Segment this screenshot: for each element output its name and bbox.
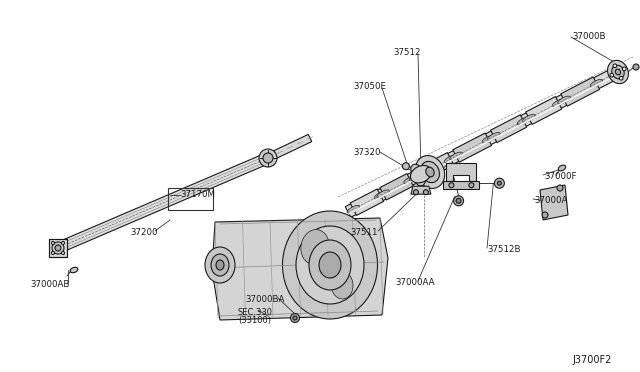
Circle shape xyxy=(413,190,419,195)
Circle shape xyxy=(51,241,54,244)
Polygon shape xyxy=(412,153,454,183)
Text: 37000BA: 37000BA xyxy=(245,295,284,304)
Text: 37000B: 37000B xyxy=(572,32,605,41)
Text: 37200: 37200 xyxy=(130,228,157,237)
Circle shape xyxy=(497,181,501,185)
Circle shape xyxy=(259,149,277,167)
Ellipse shape xyxy=(70,267,78,273)
Ellipse shape xyxy=(557,96,570,104)
Ellipse shape xyxy=(377,190,389,198)
Ellipse shape xyxy=(411,164,421,176)
Circle shape xyxy=(456,198,461,203)
Ellipse shape xyxy=(331,271,353,299)
Polygon shape xyxy=(452,133,492,162)
Ellipse shape xyxy=(552,99,565,107)
Text: SEC.330: SEC.330 xyxy=(238,308,273,317)
Ellipse shape xyxy=(444,155,457,163)
Polygon shape xyxy=(380,174,413,200)
Text: 37170M: 37170M xyxy=(180,190,215,199)
Ellipse shape xyxy=(420,161,440,183)
Polygon shape xyxy=(212,218,388,320)
Text: 37511: 37511 xyxy=(350,228,378,237)
Circle shape xyxy=(623,67,626,71)
Ellipse shape xyxy=(450,152,462,160)
Text: 37000F: 37000F xyxy=(544,172,577,181)
Circle shape xyxy=(542,212,548,218)
Ellipse shape xyxy=(404,176,417,184)
Text: 37050E: 37050E xyxy=(353,82,386,91)
Ellipse shape xyxy=(612,65,624,79)
Ellipse shape xyxy=(309,240,351,290)
Circle shape xyxy=(449,183,454,188)
Circle shape xyxy=(633,64,639,70)
Ellipse shape xyxy=(523,114,535,122)
Polygon shape xyxy=(49,239,67,257)
Polygon shape xyxy=(444,181,479,189)
Ellipse shape xyxy=(426,167,434,177)
Circle shape xyxy=(613,64,616,68)
Ellipse shape xyxy=(488,132,500,140)
Text: (33100): (33100) xyxy=(238,316,271,325)
Ellipse shape xyxy=(415,174,425,186)
Text: J3700F2: J3700F2 xyxy=(572,355,611,365)
Ellipse shape xyxy=(282,211,378,319)
Ellipse shape xyxy=(415,155,445,189)
Circle shape xyxy=(61,251,65,254)
Ellipse shape xyxy=(616,69,621,75)
Ellipse shape xyxy=(216,260,224,270)
Ellipse shape xyxy=(558,165,566,171)
Ellipse shape xyxy=(319,252,341,278)
Circle shape xyxy=(494,178,504,188)
Polygon shape xyxy=(56,153,270,253)
Polygon shape xyxy=(540,185,568,220)
Ellipse shape xyxy=(409,173,422,181)
Circle shape xyxy=(454,196,463,206)
Polygon shape xyxy=(446,163,476,181)
Circle shape xyxy=(403,163,410,170)
Circle shape xyxy=(52,242,64,254)
Circle shape xyxy=(620,76,623,80)
Ellipse shape xyxy=(296,226,364,304)
Circle shape xyxy=(61,241,65,244)
Ellipse shape xyxy=(517,117,530,125)
Circle shape xyxy=(51,251,54,254)
Text: 37512: 37512 xyxy=(393,48,420,57)
Polygon shape xyxy=(561,77,600,106)
Ellipse shape xyxy=(374,191,387,199)
Circle shape xyxy=(424,190,428,195)
Text: 37512B: 37512B xyxy=(487,245,520,254)
Circle shape xyxy=(469,183,474,188)
Circle shape xyxy=(291,314,300,323)
Polygon shape xyxy=(411,186,431,194)
Polygon shape xyxy=(268,134,312,161)
Text: 37000AA: 37000AA xyxy=(395,278,435,287)
Text: 37000A: 37000A xyxy=(534,196,568,205)
Circle shape xyxy=(55,245,61,251)
Circle shape xyxy=(263,153,273,163)
Ellipse shape xyxy=(482,135,495,143)
Ellipse shape xyxy=(410,166,431,183)
Ellipse shape xyxy=(211,254,229,276)
Polygon shape xyxy=(345,67,621,217)
Ellipse shape xyxy=(205,247,235,283)
Polygon shape xyxy=(491,115,527,142)
Text: 37000AB: 37000AB xyxy=(30,280,69,289)
Ellipse shape xyxy=(590,79,603,87)
Circle shape xyxy=(293,316,297,320)
Circle shape xyxy=(610,73,614,77)
Ellipse shape xyxy=(607,60,628,84)
Ellipse shape xyxy=(347,205,360,213)
Polygon shape xyxy=(525,97,562,124)
Polygon shape xyxy=(350,189,383,215)
Ellipse shape xyxy=(301,230,329,264)
Circle shape xyxy=(557,185,563,191)
Text: 37320: 37320 xyxy=(353,148,381,157)
